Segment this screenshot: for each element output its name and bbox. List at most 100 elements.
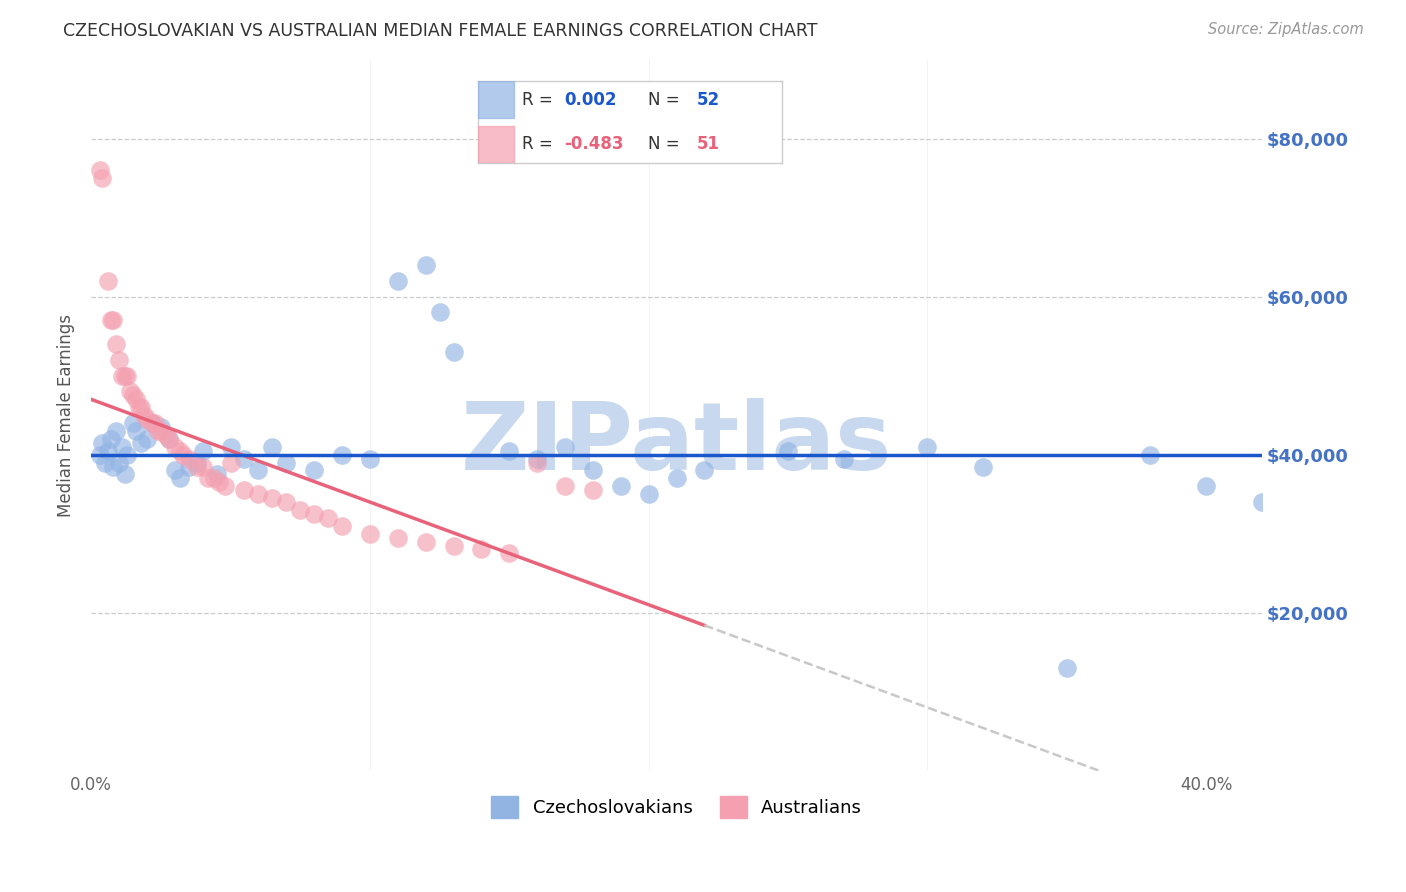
- Point: [276, 456, 298, 470]
- Point: [415, 258, 437, 272]
- Point: [637, 487, 659, 501]
- Point: [359, 451, 381, 466]
- Point: [262, 440, 284, 454]
- Point: [169, 471, 191, 485]
- Point: [191, 459, 214, 474]
- Point: [247, 463, 270, 477]
- Point: [610, 479, 633, 493]
- Point: [554, 440, 576, 454]
- Point: [1139, 448, 1161, 462]
- Point: [143, 416, 166, 430]
- Point: [117, 448, 139, 462]
- Point: [103, 459, 125, 474]
- Point: [157, 432, 180, 446]
- Point: [330, 518, 353, 533]
- Point: [105, 424, 128, 438]
- Point: [135, 432, 157, 446]
- Point: [205, 467, 228, 482]
- Point: [114, 467, 136, 482]
- Point: [214, 479, 236, 493]
- Point: [105, 337, 128, 351]
- Point: [114, 368, 136, 383]
- Point: [582, 463, 605, 477]
- Point: [125, 392, 148, 407]
- Point: [155, 428, 177, 442]
- Point: [128, 401, 150, 415]
- Point: [219, 440, 242, 454]
- Point: [443, 345, 465, 359]
- Point: [141, 416, 163, 430]
- Point: [131, 435, 153, 450]
- Point: [302, 463, 325, 477]
- Point: [117, 368, 139, 383]
- Point: [582, 483, 605, 498]
- Point: [91, 171, 114, 186]
- Point: [1056, 661, 1078, 675]
- Point: [108, 456, 131, 470]
- Point: [131, 401, 153, 415]
- Point: [359, 526, 381, 541]
- Point: [330, 448, 353, 462]
- Point: [149, 424, 172, 438]
- Point: [89, 448, 111, 462]
- Point: [149, 420, 172, 434]
- Point: [100, 313, 122, 327]
- Point: [202, 471, 225, 485]
- Point: [120, 384, 142, 399]
- Point: [832, 451, 855, 466]
- Text: CZECHOSLOVAKIAN VS AUSTRALIAN MEDIAN FEMALE EARNINGS CORRELATION CHART: CZECHOSLOVAKIAN VS AUSTRALIAN MEDIAN FEM…: [63, 22, 818, 40]
- Point: [387, 531, 409, 545]
- Point: [177, 459, 200, 474]
- Point: [233, 451, 256, 466]
- Point: [169, 443, 191, 458]
- Point: [100, 432, 122, 446]
- Point: [526, 451, 548, 466]
- Point: [526, 456, 548, 470]
- Point: [103, 313, 125, 327]
- Point: [415, 534, 437, 549]
- Point: [141, 416, 163, 430]
- Legend: Czechoslovakians, Australians: Czechoslovakians, Australians: [484, 789, 869, 826]
- Point: [97, 274, 120, 288]
- Point: [163, 463, 186, 477]
- Point: [186, 456, 208, 470]
- Point: [429, 305, 451, 319]
- Point: [122, 388, 145, 402]
- Point: [134, 408, 156, 422]
- Point: [316, 511, 339, 525]
- Point: [219, 456, 242, 470]
- Point: [163, 440, 186, 454]
- Point: [247, 487, 270, 501]
- Point: [122, 416, 145, 430]
- Point: [177, 451, 200, 466]
- Point: [554, 479, 576, 493]
- Text: Source: ZipAtlas.com: Source: ZipAtlas.com: [1208, 22, 1364, 37]
- Point: [186, 459, 208, 474]
- Point: [387, 274, 409, 288]
- Point: [693, 463, 716, 477]
- Point: [233, 483, 256, 498]
- Point: [917, 440, 939, 454]
- Point: [111, 440, 134, 454]
- Point: [1251, 495, 1274, 509]
- Point: [1195, 479, 1218, 493]
- Point: [665, 471, 688, 485]
- Point: [972, 459, 994, 474]
- Point: [111, 368, 134, 383]
- Point: [157, 432, 180, 446]
- Point: [443, 539, 465, 553]
- Point: [97, 443, 120, 458]
- Point: [197, 471, 219, 485]
- Point: [94, 456, 117, 470]
- Text: ZIPatlas: ZIPatlas: [461, 398, 893, 490]
- Point: [290, 503, 312, 517]
- Point: [302, 507, 325, 521]
- Point: [172, 448, 194, 462]
- Point: [498, 443, 520, 458]
- Point: [108, 352, 131, 367]
- Point: [146, 424, 169, 438]
- Point: [91, 435, 114, 450]
- Point: [208, 475, 231, 490]
- Point: [89, 163, 111, 178]
- Y-axis label: Median Female Earnings: Median Female Earnings: [58, 314, 75, 516]
